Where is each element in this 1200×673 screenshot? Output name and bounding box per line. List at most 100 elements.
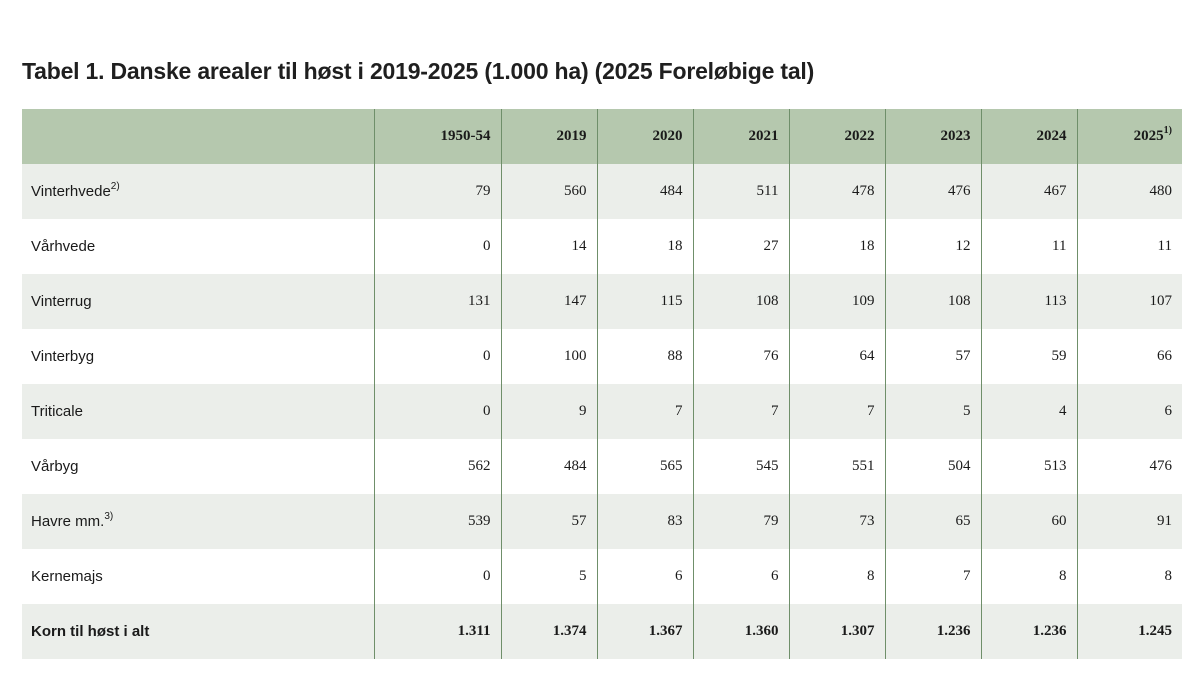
footnote-marker: 2) <box>110 181 120 192</box>
value-cell: 4 <box>980 384 1077 439</box>
row-label-cell: Korn til høst i alt <box>22 604 374 659</box>
value-cell: 8 <box>788 549 885 604</box>
value-cell: 6 <box>596 549 693 604</box>
header-cell-2025: 20251) <box>1076 109 1182 164</box>
value-cell: 73 <box>788 494 885 549</box>
table-row: Kernemajs 0 5 6 6 8 7 8 8 <box>22 549 1182 604</box>
value-cell: 478 <box>788 164 885 219</box>
value-cell: 66 <box>1076 329 1182 384</box>
value-cell: 0 <box>373 329 501 384</box>
value-cell: 511 <box>692 164 789 219</box>
value-cell: 79 <box>692 494 789 549</box>
value-cell: 100 <box>500 329 597 384</box>
header-cell-2021: 2021 <box>692 109 789 164</box>
footnote-marker: 3) <box>104 511 114 522</box>
footnote-marker: 1) <box>1163 125 1172 136</box>
value-cell: 9 <box>500 384 597 439</box>
header-cell-2023: 2023 <box>884 109 981 164</box>
header-cell-2019: 2019 <box>500 109 597 164</box>
table-row: Vinterbyg 0 100 88 76 64 57 59 66 <box>22 329 1182 384</box>
value-cell: 6 <box>692 549 789 604</box>
header-cell-2024: 2024 <box>980 109 1077 164</box>
table-row: Vårhvede 0 14 18 27 18 12 11 11 <box>22 219 1182 274</box>
row-label: Triticale <box>31 403 83 420</box>
value-cell: 8 <box>1076 549 1182 604</box>
value-cell: 1.360 <box>692 604 789 659</box>
row-label-cell: Vinterhvede2) <box>22 164 374 219</box>
table-row: Vinterhvede2) 79 560 484 511 478 476 467 480 <box>22 164 1182 219</box>
row-label-cell: Vinterbyg <box>22 329 374 384</box>
value-cell: 109 <box>788 274 885 329</box>
row-label-cell: Kernemajs <box>22 549 374 604</box>
value-cell: 18 <box>788 219 885 274</box>
value-cell: 14 <box>500 219 597 274</box>
row-label: Vinterbyg <box>31 348 95 365</box>
value-cell: 113 <box>980 274 1077 329</box>
header-row: 1950-54 2019 2020 2021 2022 2023 2024 20… <box>22 109 1182 164</box>
header-cell-1950-54: 1950-54 <box>373 109 501 164</box>
value-cell: 1.367 <box>596 604 693 659</box>
value-cell: 545 <box>692 439 789 494</box>
value-cell: 562 <box>373 439 501 494</box>
value-cell: 1.236 <box>980 604 1077 659</box>
value-cell: 115 <box>596 274 693 329</box>
table-row: Havre mm.3) 539 57 83 79 73 65 60 91 <box>22 494 1182 549</box>
header-cell-2020: 2020 <box>596 109 693 164</box>
value-cell: 108 <box>692 274 789 329</box>
value-cell: 513 <box>980 439 1077 494</box>
value-cell: 551 <box>788 439 885 494</box>
header-text: 2025 <box>1133 128 1164 144</box>
value-cell: 7 <box>884 549 981 604</box>
row-label-cell: Vinterrug <box>22 274 374 329</box>
table-row: Triticale 0 9 7 7 7 5 4 6 <box>22 384 1182 439</box>
value-cell: 11 <box>980 219 1077 274</box>
value-cell: 504 <box>884 439 981 494</box>
value-cell: 147 <box>500 274 597 329</box>
value-cell: 83 <box>596 494 693 549</box>
value-cell: 1.236 <box>884 604 981 659</box>
value-cell: 60 <box>980 494 1077 549</box>
row-label-cell: Triticale <box>22 384 374 439</box>
value-cell: 1.374 <box>500 604 597 659</box>
value-cell: 7 <box>596 384 693 439</box>
header-text: 2024 <box>1036 128 1067 144</box>
value-cell: 108 <box>884 274 981 329</box>
value-cell: 0 <box>373 549 501 604</box>
table-row: Vårbyg 562 484 565 545 551 504 513 476 <box>22 439 1182 494</box>
header-text: 1950-54 <box>440 128 491 144</box>
value-cell: 11 <box>1076 219 1182 274</box>
table-row: Vinterrug 131 147 115 108 109 108 113 107 <box>22 274 1182 329</box>
value-cell: 0 <box>373 219 501 274</box>
row-label: Vinterhvede <box>31 183 111 200</box>
value-cell: 0 <box>373 384 501 439</box>
value-cell: 484 <box>596 164 693 219</box>
header-cell-label <box>22 109 374 164</box>
value-cell: 131 <box>373 274 501 329</box>
value-cell: 1.307 <box>788 604 885 659</box>
value-cell: 7 <box>788 384 885 439</box>
header-text: 2022 <box>844 128 875 144</box>
value-cell: 107 <box>1076 274 1182 329</box>
value-cell: 476 <box>1076 439 1182 494</box>
value-cell: 57 <box>884 329 981 384</box>
value-cell: 18 <box>596 219 693 274</box>
value-cell: 8 <box>980 549 1077 604</box>
table-total-row: Korn til høst i alt 1.311 1.374 1.367 1.360 1… <box>22 604 1182 659</box>
row-label-cell: Vårbyg <box>22 439 374 494</box>
value-cell: 7 <box>692 384 789 439</box>
value-cell: 79 <box>373 164 501 219</box>
row-label: Vårbyg <box>31 458 79 475</box>
value-cell: 5 <box>500 549 597 604</box>
value-cell: 1.245 <box>1076 604 1182 659</box>
value-cell: 560 <box>500 164 597 219</box>
value-cell: 467 <box>980 164 1077 219</box>
value-cell: 88 <box>596 329 693 384</box>
value-cell: 476 <box>884 164 981 219</box>
row-label-cell: Havre mm.3) <box>22 494 374 549</box>
header-text: 2021 <box>748 128 779 144</box>
header-text: 2019 <box>556 128 587 144</box>
value-cell: 484 <box>500 439 597 494</box>
data-table: 1950-54 2019 2020 2021 2022 2023 2024 20… <box>22 109 1182 659</box>
value-cell: 59 <box>980 329 1077 384</box>
value-cell: 64 <box>788 329 885 384</box>
